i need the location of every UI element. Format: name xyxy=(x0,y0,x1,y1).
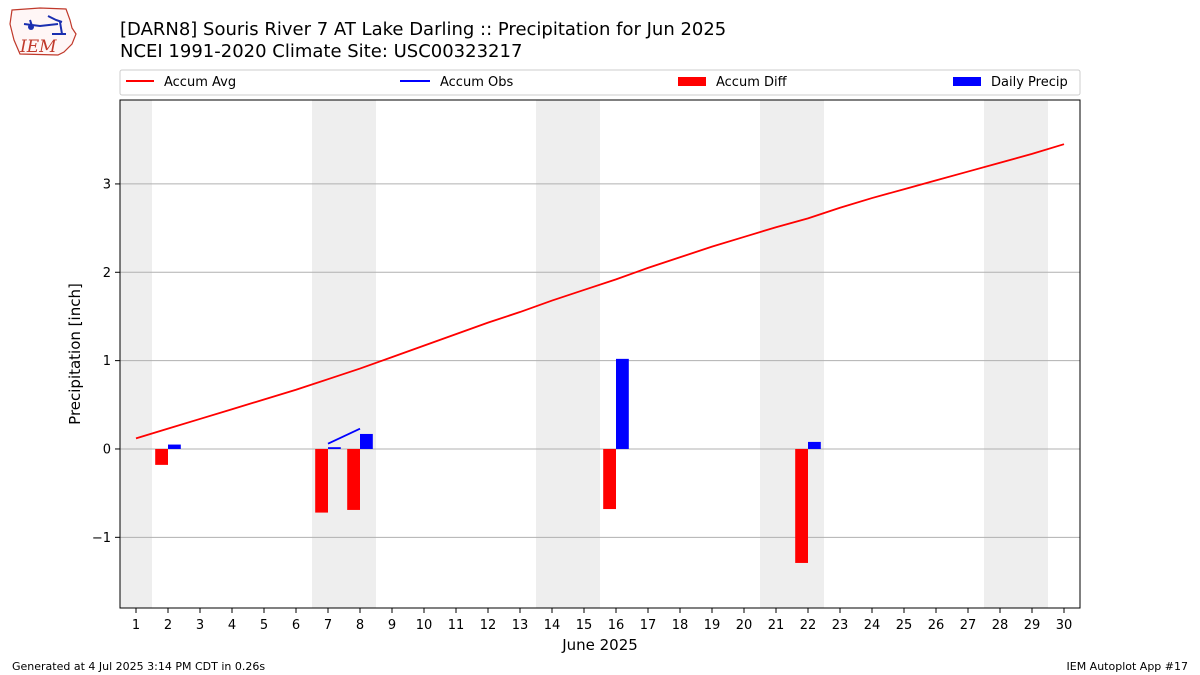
x-tick-label: 6 xyxy=(292,618,300,633)
x-tick-label: 17 xyxy=(640,618,657,633)
legend-label-accum-avg: Accum Avg xyxy=(164,75,236,90)
x-tick-label: 27 xyxy=(960,618,977,633)
x-tick-label: 3 xyxy=(196,618,204,633)
footer-generated: Generated at 4 Jul 2025 3:14 PM CDT in 0… xyxy=(12,660,265,673)
y-tick-label: 3 xyxy=(103,177,111,192)
x-tick-label: 10 xyxy=(416,618,433,633)
iem-logo: IEM xyxy=(9,7,77,57)
x-tick-label: 11 xyxy=(448,618,465,633)
x-tick-label: 14 xyxy=(544,618,561,633)
x-tick-label: 2 xyxy=(164,618,172,633)
y-tick-label: 0 xyxy=(103,442,111,457)
daily-precip-bar xyxy=(168,444,181,449)
x-axis-label: June 2025 xyxy=(561,636,638,654)
footer-app: IEM Autoplot App #17 xyxy=(1067,660,1189,673)
accum-diff-bar xyxy=(155,448,168,465)
iowa-outline xyxy=(9,7,77,56)
accum-diff-bar xyxy=(795,448,808,563)
x-tick-label: 1 xyxy=(132,618,140,633)
chart-title: [DARN8] Souris River 7 AT Lake Darling :… xyxy=(120,19,726,40)
x-tick-label: 23 xyxy=(832,618,849,633)
y-axis-label: Precipitation [inch] xyxy=(66,283,84,425)
y-tick-label: 2 xyxy=(103,266,111,281)
x-tick-label: 13 xyxy=(512,618,529,633)
legend-label-accum-obs: Accum Obs xyxy=(440,75,513,90)
x-tick-label: 29 xyxy=(1024,618,1041,633)
x-tick-label: 7 xyxy=(324,618,332,633)
x-tick-label: 20 xyxy=(736,618,753,633)
x-tick-label: 16 xyxy=(608,618,625,633)
daily-precip-bar xyxy=(360,433,373,449)
x-tick-label: 18 xyxy=(672,618,689,633)
accum-obs-line xyxy=(327,427,361,445)
weekend-band xyxy=(312,100,376,608)
plot-frame xyxy=(119,99,1081,609)
legend: Accum Avg Accum Obs Accum Diff Daily Pre… xyxy=(119,69,1081,96)
logo-text: IEM xyxy=(19,37,57,57)
x-tick-label: 26 xyxy=(928,618,945,633)
daily-precip-bar xyxy=(616,358,629,449)
x-tick-label: 19 xyxy=(704,618,721,633)
weekend-band xyxy=(984,100,1048,608)
daily-precip-bar xyxy=(328,447,341,449)
weekend-band xyxy=(536,100,600,608)
accum-diff-bar xyxy=(315,448,328,513)
x-tick-label: 25 xyxy=(896,618,913,633)
x-tick-label: 12 xyxy=(480,618,497,633)
chart-subtitle: NCEI 1991-2020 Climate Site: USC00323217 xyxy=(120,41,522,62)
y-tick-label: 1 xyxy=(103,354,111,369)
accum-diff-bar xyxy=(347,448,360,510)
x-tick-label: 21 xyxy=(768,618,785,633)
x-tick-label: 9 xyxy=(388,618,396,633)
anemometer-cup-icon xyxy=(28,24,34,30)
x-tick-label: 5 xyxy=(260,618,268,633)
x-tick-label: 4 xyxy=(228,618,236,633)
weather-instrument-icon xyxy=(23,15,66,35)
x-tick-label: 8 xyxy=(356,618,364,633)
weekend-band xyxy=(760,100,824,608)
legend-label-daily-precip: Daily Precip xyxy=(991,75,1068,90)
x-tick-label: 22 xyxy=(800,618,817,633)
daily-precip-bar xyxy=(808,441,821,449)
legend-box xyxy=(119,69,1081,96)
x-tick-label: 15 xyxy=(576,618,593,633)
x-tick-label: 24 xyxy=(864,618,881,633)
y-tick-label: −1 xyxy=(92,531,111,546)
legend-label-accum-diff: Accum Diff xyxy=(716,75,788,90)
legend-swatch-accum-diff xyxy=(678,77,706,86)
x-tick-label: 30 xyxy=(1056,618,1073,633)
weekend-band xyxy=(120,100,152,608)
legend-swatch-daily-precip xyxy=(953,77,981,86)
accum-avg-line xyxy=(135,143,1065,440)
x-tick-label: 28 xyxy=(992,618,1009,633)
accum-diff-bar xyxy=(603,448,616,510)
